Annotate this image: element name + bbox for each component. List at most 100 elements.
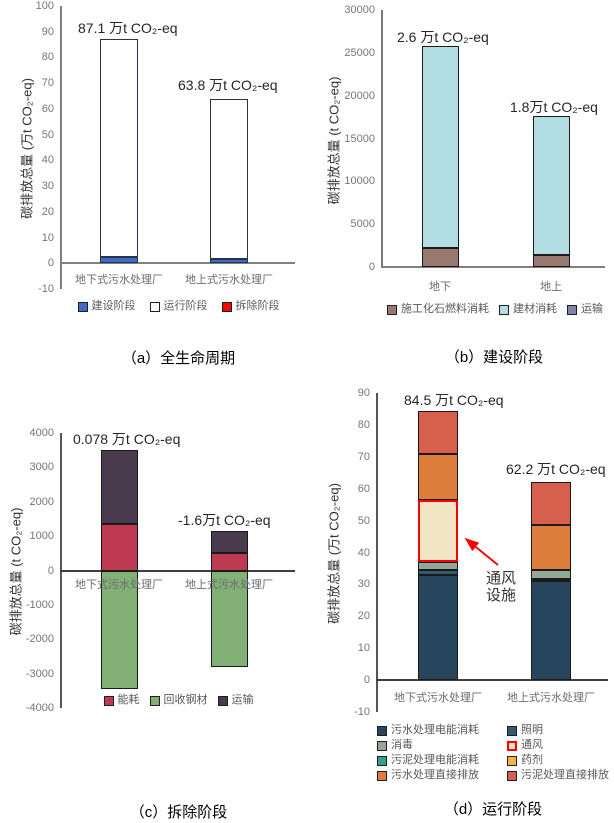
y-tick-label: 5000 [350,218,375,231]
bar-segment [100,256,138,264]
category-label: 地下 [429,281,451,293]
bar-segment [418,562,458,571]
legend-label: 污水处理直接排放 [391,769,479,781]
bar-segment [100,450,138,525]
y-tick-label: 20000 [344,89,375,102]
legend-label: 运输 [581,303,603,315]
legend-item: 污水处理直接排放 [377,769,507,782]
legend-item: 运行阶段 [149,300,208,313]
legend-swatch [499,304,509,315]
legend-item: 施工化石燃料消耗 [387,303,489,316]
legend-swatch [77,301,88,312]
category-label: 地下式污水处理厂 [75,578,163,591]
bar-segment [418,499,458,563]
y-tick-label: 40 [41,154,54,167]
y-tick-label: -2000 [25,633,54,646]
chart-b-caption: （b）建设阶段 [444,349,544,366]
y-tick-label: -4000 [25,702,54,714]
y-tick-label: 10 [41,231,54,244]
bar-segment [100,570,138,690]
legend-item: 污泥处理电能消耗 [377,754,507,767]
bar-segment [532,116,570,255]
legend-label: 运输 [231,694,254,706]
legend-swatch [149,301,160,312]
bar-segment [418,410,458,454]
value-annotation: 2.6 万t CO₂-eq [397,29,489,45]
y-tick-label: -10 [354,706,370,718]
legend-item: 照明 [507,724,609,737]
y-tick-label: 20 [357,610,370,623]
legend-label: 拆除阶段 [235,300,280,312]
y-tick-label: 0 [368,261,375,273]
legend-item: 污水处理电能消耗 [377,724,507,737]
value-annotation: -1.6万t CO₂-eq [178,512,271,528]
y-tick-label: 50 [357,514,370,527]
legend-swatch [377,740,387,751]
y-tick-label: 90 [41,25,54,38]
legend-label: 通风 [521,739,543,751]
legend-label: 运行阶段 [163,300,208,312]
y-tick-label: 0 [47,257,54,270]
legend-item: 回收钢材 [149,694,208,707]
chart-d-legend: 污水处理电能消耗 照明 消毒 通风 污泥处理电能消耗 药剂 污水处理直接排放 污泥处理直接排放 [377,724,614,782]
bar-segment [418,570,458,575]
legend-item: 建材消耗 [499,303,557,316]
legend-label: 污泥处理电能消耗 [391,754,479,766]
legend-label: 能耗 [117,694,140,706]
y-tick-label: 0 [47,564,54,577]
bar-segment [531,524,571,571]
bar-segment [421,248,459,267]
chart-d-plot-area: 通风 设施 90 80 70 60 50 40 30 20 10 0 -10 地下式污水处理厂 地上式污… [354,387,608,718]
bar-segment [100,524,138,571]
value-annotation: 87.1 万t CO₂-eq [78,20,178,36]
legend-item: 通风 [507,739,609,752]
legend-label: 施工化石燃料消耗 [401,303,489,315]
bar-segment [210,570,248,668]
y-tick-label: 30 [357,578,370,591]
bar-segment [210,99,248,259]
ventilation-callout: 通风 设施 [472,570,530,604]
legend-swatch [507,740,517,751]
zero-gridline [60,569,295,572]
legend-label: 药剂 [521,754,543,766]
legend-label: 污泥处理直接排放 [521,769,609,781]
y-tick-label: 4000 [29,427,54,439]
chart-a-full-lifecycle: 碳排放总量 (万t CO₂-eq) 100 90 80 70 60 50 40 30 20 10 0… [0,0,307,380]
value-annotation: 1.8万t CO₂-eq [510,99,598,115]
y-axis-line [60,6,62,289]
y-tick-label: 0 [363,674,370,687]
category-label: 地上式污水处理厂 [185,578,273,591]
y-tick-label: 90 [357,387,370,399]
bar-segment [418,453,458,500]
y-tick-label: -3000 [25,667,54,680]
category-label: 地下式污水处理厂 [75,274,163,287]
chart-c-caption: （c）拆除阶段 [129,804,228,821]
zero-gridline [60,262,295,265]
bar-segment [532,254,570,267]
chart-d-caption: （d）运行阶段 [443,801,543,818]
y-tick-label: 10 [357,642,370,655]
y-tick-label: 100 [35,0,54,12]
legend-swatch [377,755,387,766]
chart-c-legend: 能耗 回收钢材 运输 [62,694,295,707]
legend-item: 拆除阶段 [221,300,280,313]
chart-b-plot-area: 30000 25000 20000 15000 10000 5000 0 地下 地上 2.6 万t… [344,4,605,293]
legend-label: 污水处理电能消耗 [391,724,479,736]
legend-label: 回收钢材 [163,694,208,706]
ventilation-callout-arrow-icon [464,537,499,566]
category-label: 地上式污水处理厂 [185,274,273,287]
chart-a-legend: 建设阶段 运行阶段 拆除阶段 [62,300,295,313]
zero-gridline [376,679,608,682]
chart-c-plot-area: 4000 3000 2000 1000 0 -1000 -2000 -3000 -4000 地下式… [26,427,295,714]
category-label: 地上 [540,281,562,293]
bar-segment [100,39,138,257]
legend-swatch [221,301,232,312]
bar-segment [531,581,571,681]
legend-swatch [387,304,397,315]
y-tick-label: 70 [357,450,370,463]
y-tick-label: 70 [41,77,54,90]
y-tick-label: 30 [41,180,54,193]
y-tick-label: 80 [357,418,370,431]
y-tick-label: 1000 [29,530,54,543]
y-tick-label: 15000 [344,132,375,145]
